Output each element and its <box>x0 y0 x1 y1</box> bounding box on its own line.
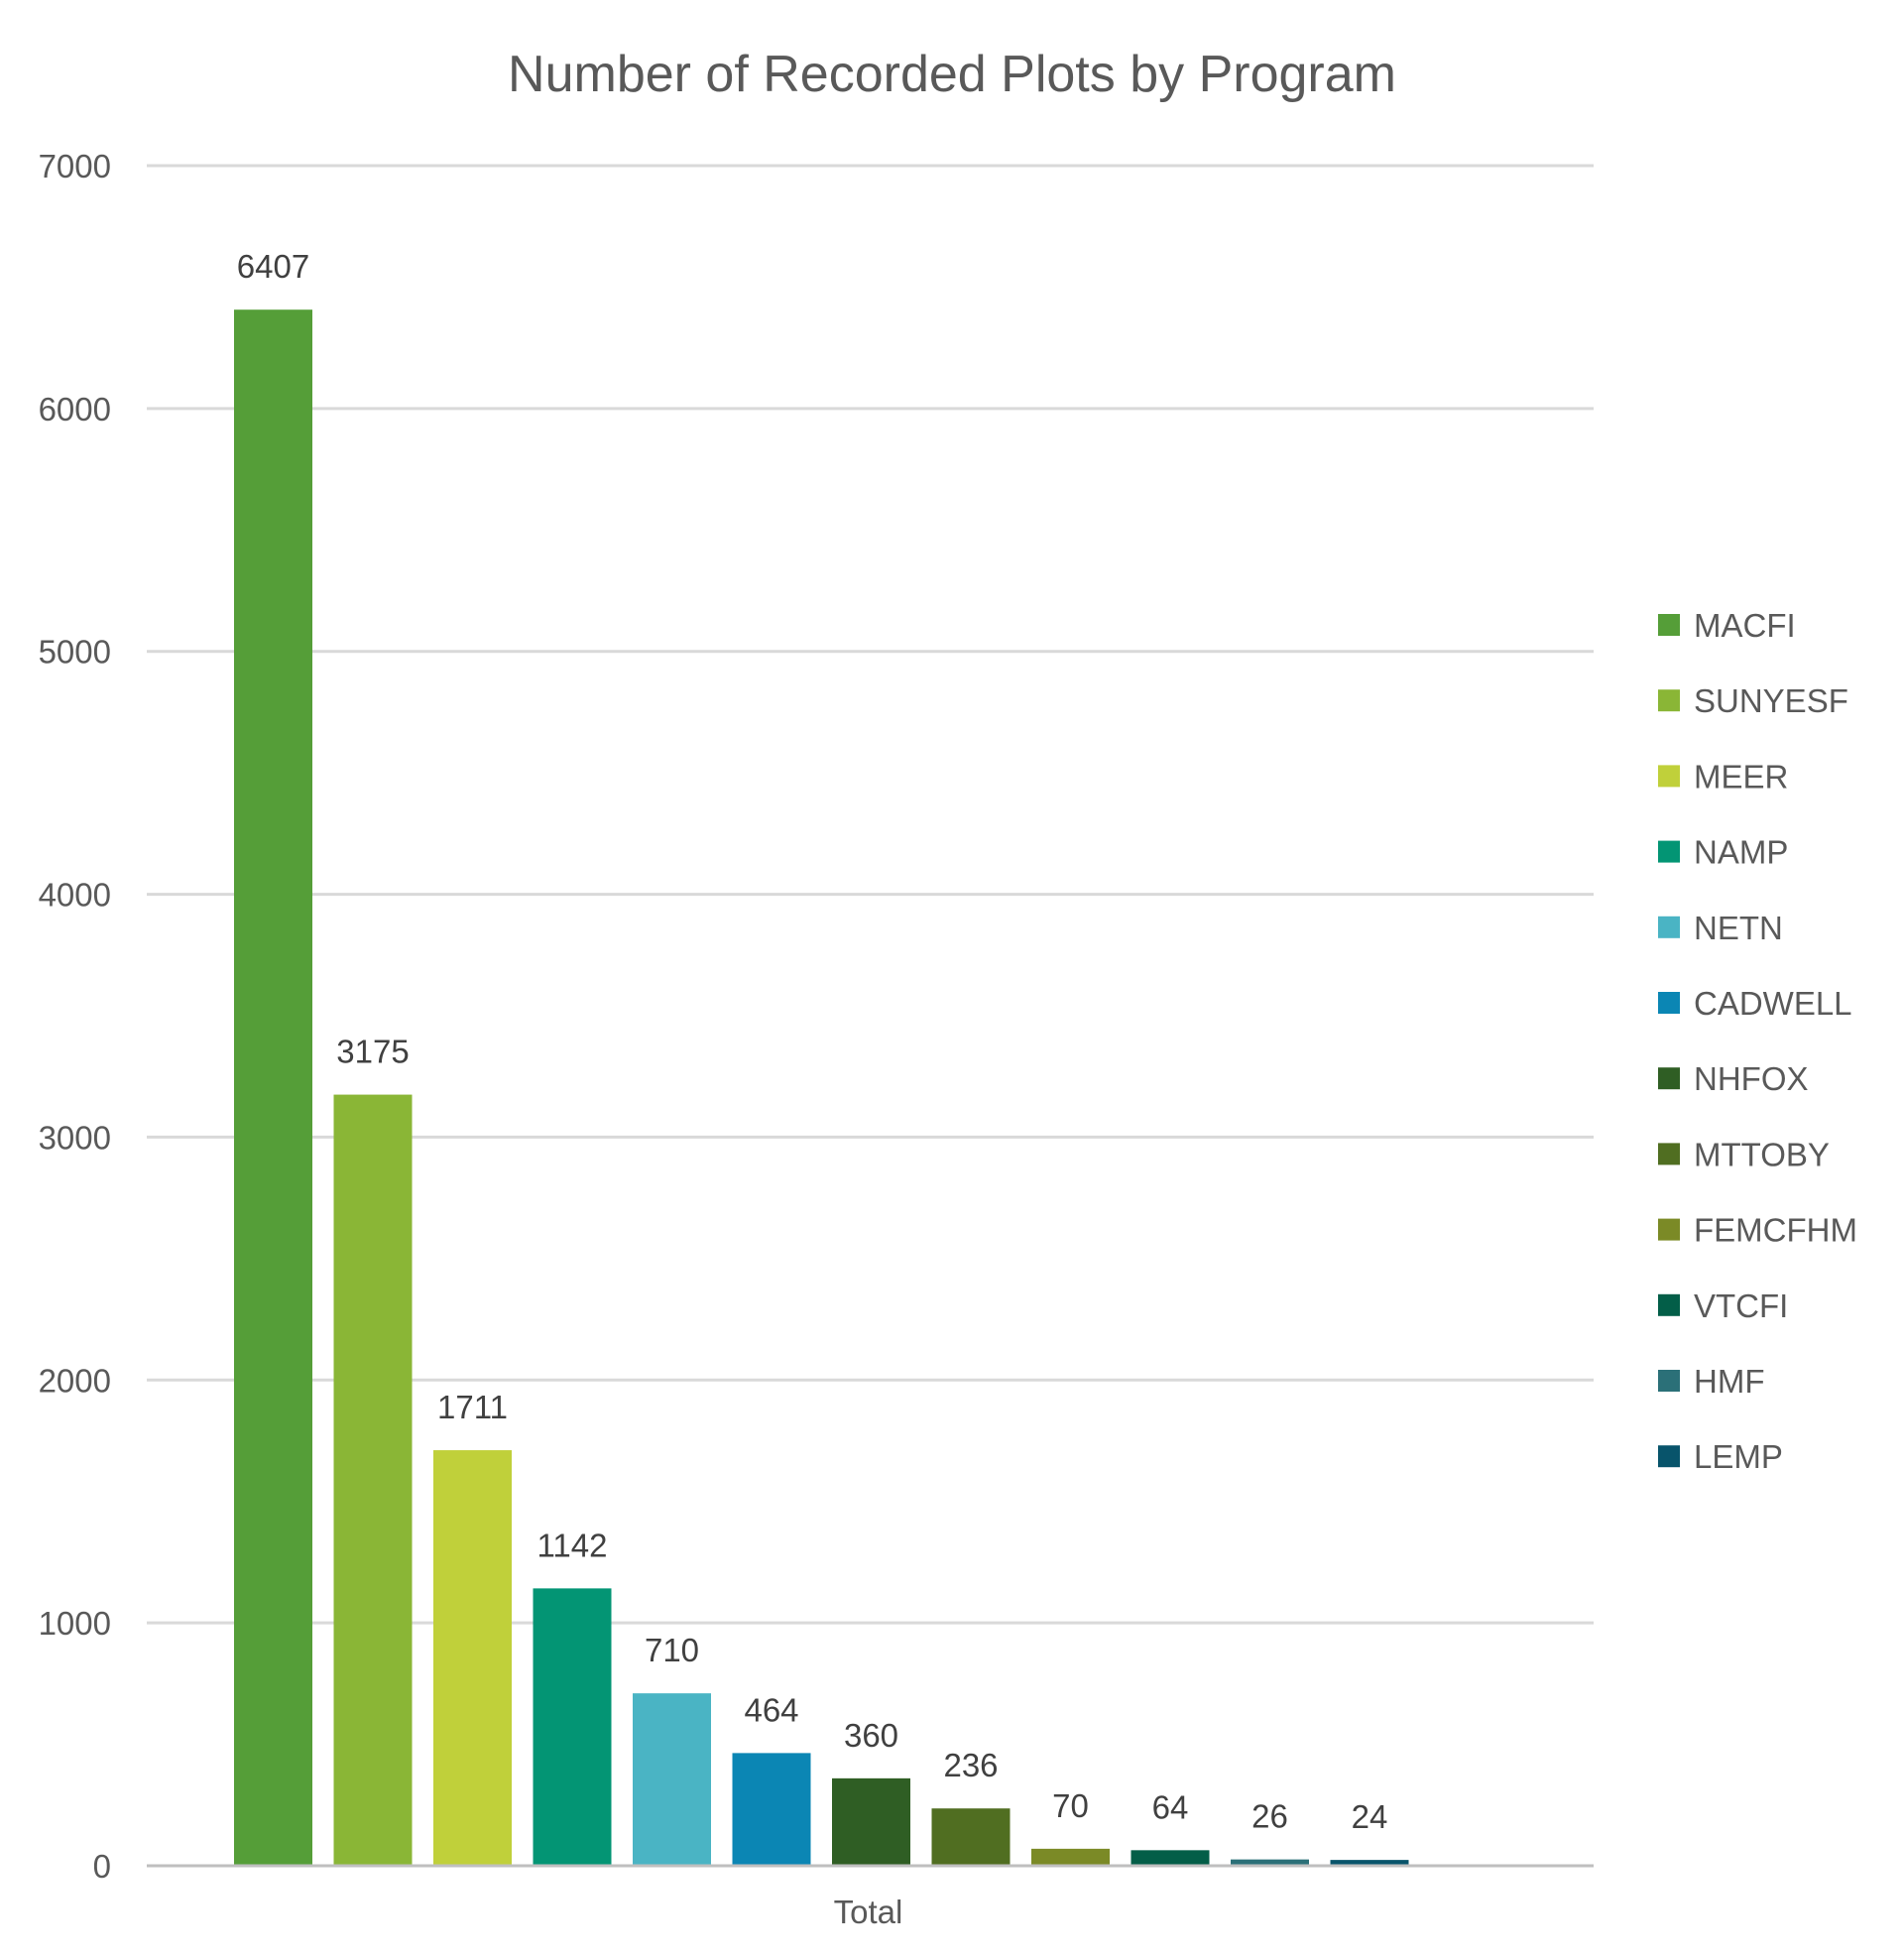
legend-swatch-netn <box>1658 916 1680 938</box>
data-label-mttoby: 236 <box>943 1747 998 1783</box>
legend-label-cadwell: CADWELL <box>1694 985 1852 1022</box>
bars <box>234 309 1409 1866</box>
data-label-namp: 1142 <box>537 1527 608 1563</box>
bar-meer <box>433 1450 512 1866</box>
legend-label-netn: NETN <box>1694 910 1783 946</box>
legend-label-namp: NAMP <box>1694 834 1788 871</box>
legend-swatch-hmf <box>1658 1370 1680 1392</box>
y-tick-label: 4000 <box>39 877 111 914</box>
legend-label-meer: MEER <box>1694 758 1788 795</box>
legend-swatch-namp <box>1658 840 1680 863</box>
bar-mttoby <box>931 1808 1011 1866</box>
y-tick-label: 6000 <box>39 391 111 428</box>
x-axis-categories: Total <box>834 1894 903 1930</box>
y-tick-label: 0 <box>93 1848 111 1885</box>
data-label-hmf: 26 <box>1251 1798 1288 1835</box>
bar-namp <box>533 1588 612 1866</box>
data-label-vtcfi: 64 <box>1152 1788 1189 1825</box>
legend-label-mttoby: MTTOBY <box>1694 1136 1830 1172</box>
bar-femcfhm <box>1031 1848 1110 1866</box>
y-tick-label: 7000 <box>39 148 111 184</box>
bar-sunyesf <box>333 1094 413 1866</box>
y-axis-ticks: 0 1000 2000 3000 4000 5000 6000 7000 <box>39 148 111 1885</box>
legend-swatch-lemp <box>1658 1445 1680 1468</box>
data-label-meer: 1711 <box>437 1389 508 1425</box>
legend-swatch-cadwell <box>1658 992 1680 1014</box>
legend-label-nhfox: NHFOX <box>1694 1060 1809 1097</box>
bar-hmf <box>1231 1859 1309 1866</box>
legend-label-hmf: HMF <box>1694 1363 1764 1400</box>
data-label-macfi: 6407 <box>237 248 309 285</box>
legend-label-vtcfi: VTCFI <box>1694 1287 1788 1324</box>
legend-swatch-vtcfi <box>1658 1293 1680 1316</box>
data-label-lemp: 24 <box>1352 1798 1388 1835</box>
data-label-nhfox: 360 <box>844 1717 898 1754</box>
data-labels: 6407 3175 1711 1142 710 464 360 236 70 64 26 24 <box>237 248 1388 1835</box>
y-tick-label: 5000 <box>39 634 111 671</box>
y-tick-label: 2000 <box>39 1362 111 1399</box>
bar-cadwell <box>732 1753 811 1866</box>
data-label-cadwell: 464 <box>744 1691 798 1728</box>
legend-label-macfi: MACFI <box>1694 607 1796 644</box>
data-label-netn: 710 <box>645 1632 699 1668</box>
y-tick-label: 3000 <box>39 1119 111 1156</box>
x-category-label: Total <box>834 1894 903 1930</box>
bar-vtcfi <box>1130 1850 1210 1866</box>
data-label-femcfhm: 70 <box>1052 1787 1089 1824</box>
legend-swatch-sunyesf <box>1658 689 1680 712</box>
legend-swatch-meer <box>1658 765 1680 788</box>
legend-swatch-femcfhm <box>1658 1218 1680 1241</box>
legend-swatch-macfi <box>1658 614 1680 636</box>
legend-label-sunyesf: SUNYESF <box>1694 682 1848 719</box>
legend-swatch-nhfox <box>1658 1067 1680 1090</box>
data-label-sunyesf: 3175 <box>336 1034 409 1070</box>
legend-swatch-mttoby <box>1658 1143 1680 1165</box>
legend: MACFI SUNYESF MEER NAMP NETN CADWELL NHFOX MTTO… <box>1658 607 1857 1475</box>
bar-macfi <box>234 309 312 1866</box>
bar-lemp <box>1330 1860 1409 1866</box>
chart-title: Number of Recorded Plots by Program <box>508 46 1396 103</box>
legend-label-lemp: LEMP <box>1694 1438 1783 1475</box>
bar-netn <box>633 1693 711 1866</box>
y-tick-label: 1000 <box>39 1605 111 1642</box>
bar-nhfox <box>832 1777 910 1866</box>
legend-label-femcfhm: FEMCFHM <box>1694 1212 1857 1249</box>
